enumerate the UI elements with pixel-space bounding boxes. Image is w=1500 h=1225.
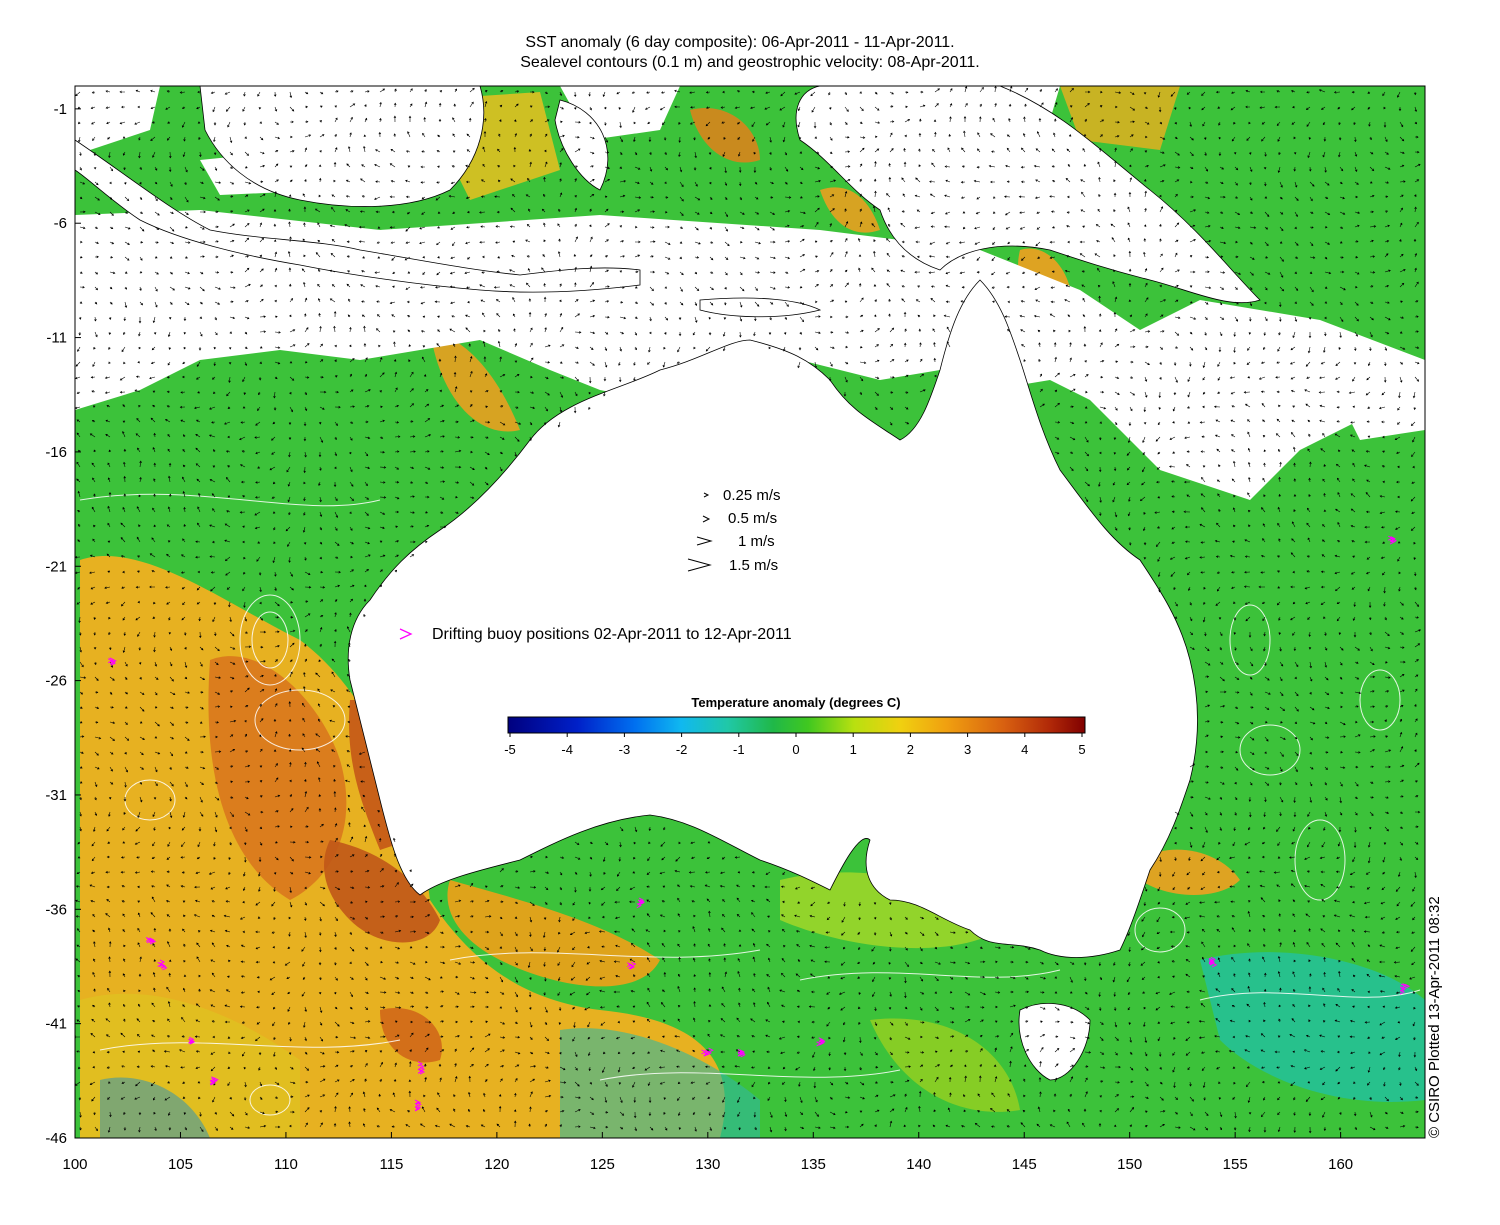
- x-tick-label: 155: [1223, 1156, 1248, 1173]
- y-tick-label: -26: [45, 673, 67, 690]
- y-tick-label: -1: [54, 101, 67, 118]
- colorbar-tick-label: -1: [733, 742, 745, 757]
- y-tick-label: -21: [45, 558, 67, 575]
- colorbar-tick-label: -5: [504, 742, 516, 757]
- velocity-legend-label: 0.5 m/s: [728, 510, 777, 527]
- colorbar-tick-label: -2: [676, 742, 688, 757]
- australia-landmass: [347, 279, 1198, 958]
- colorbar-tick-label: 1: [850, 742, 857, 757]
- velocity-legend-arrow-15: [687, 558, 712, 572]
- y-tick-label: -31: [45, 787, 67, 804]
- y-tick-label: -36: [45, 901, 67, 918]
- y-tick-label: -46: [45, 1130, 67, 1147]
- plot-frame: [74, 85, 1426, 1139]
- sulawesi-landmass: [554, 99, 609, 191]
- buoy-legend-label: Drifting buoy positions 02-Apr-2011 to 1…: [432, 626, 792, 643]
- velocity-legend-arrow-025: [703, 492, 710, 498]
- y-tick-label: -16: [45, 444, 67, 461]
- x-tick-label: 120: [484, 1156, 509, 1173]
- x-tick-label: 145: [1012, 1156, 1037, 1173]
- land-masses: [75, 86, 1261, 1081]
- buoy-legend: Drifting buoy positions 02-Apr-2011 to 1…: [399, 626, 792, 643]
- velocity-field: [75, 86, 1422, 1134]
- velocity-legend-label: 1.5 m/s: [729, 557, 778, 574]
- velocity-legend-label: 0.25 m/s: [723, 487, 781, 504]
- colorbar-tick-label: 3: [964, 742, 971, 757]
- y-tick-label: -41: [45, 1016, 67, 1033]
- new-guinea-landmass: [795, 86, 1261, 304]
- velocity-legend-arrow-1: [696, 536, 713, 546]
- y-tick-label: -11: [46, 330, 67, 347]
- colorbar-title: Temperature anomaly (degrees C): [691, 695, 900, 710]
- velocity-legend-label: 1 m/s: [738, 533, 775, 550]
- x-tick-label: 130: [695, 1156, 720, 1173]
- x-tick-label: 115: [379, 1156, 403, 1173]
- velocity-legend-arrow-05: [702, 515, 711, 523]
- velocity-legend: 0.25 m/s 0.5 m/s 1 m/s 1.5 m/s: [687, 487, 781, 574]
- x-tick-label: 135: [801, 1156, 826, 1173]
- colorbar-tick-label: 0: [792, 742, 799, 757]
- colorbar-tick-label: -3: [619, 742, 631, 757]
- timor-landmass: [699, 297, 822, 318]
- x-tick-label: 110: [274, 1156, 298, 1173]
- x-tick-label: 160: [1328, 1156, 1353, 1173]
- map-plot-area: [75, 86, 1425, 1138]
- x-tick-label: 100: [62, 1156, 87, 1173]
- x-tick-label: 140: [906, 1156, 931, 1173]
- y-tick-label: -6: [54, 215, 67, 232]
- x-tick-label: 150: [1117, 1156, 1142, 1173]
- x-tick-label: 125: [590, 1156, 615, 1173]
- plot-credit: © CSIRO Plotted 13-Apr-2011 08:32: [1426, 896, 1443, 1138]
- colorbar-ticks: -5 -4 -3 -2 -1 0 1 2 3 4 5: [504, 733, 1086, 757]
- colorbar: Temperature anomaly (degrees C) -5 -4 -3 -2…: [504, 695, 1085, 757]
- y-axis: -1 -6 -11 -16 -21 -26 -31 -36 -41 -46: [45, 101, 81, 1147]
- drifting-buoy-positions: [107, 535, 1411, 1112]
- map-title-line1: SST anomaly (6 day composite): 06-Apr-20…: [525, 34, 955, 51]
- velocity-arrows: [75, 86, 1422, 1134]
- borneo-landmass: [199, 86, 485, 207]
- colorbar-tick-label: 4: [1021, 742, 1028, 757]
- sumatra-java-landmass: [75, 139, 641, 293]
- colorbar-tick-label: 2: [907, 742, 914, 757]
- buoy-markers: [107, 535, 1411, 1112]
- colorbar-gradient: [507, 716, 1086, 734]
- colorbar-tick-label: 5: [1078, 742, 1085, 757]
- x-axis: 100 105 110 115 120 125 130 135 140 145 150 155 160: [62, 1132, 1353, 1173]
- buoy-marker-icon: [399, 628, 413, 640]
- x-tick-label: 105: [168, 1156, 193, 1173]
- colorbar-tick-label: -4: [561, 742, 573, 757]
- map-title-line2: Sealevel contours (0.1 m) and geostrophi…: [520, 54, 980, 71]
